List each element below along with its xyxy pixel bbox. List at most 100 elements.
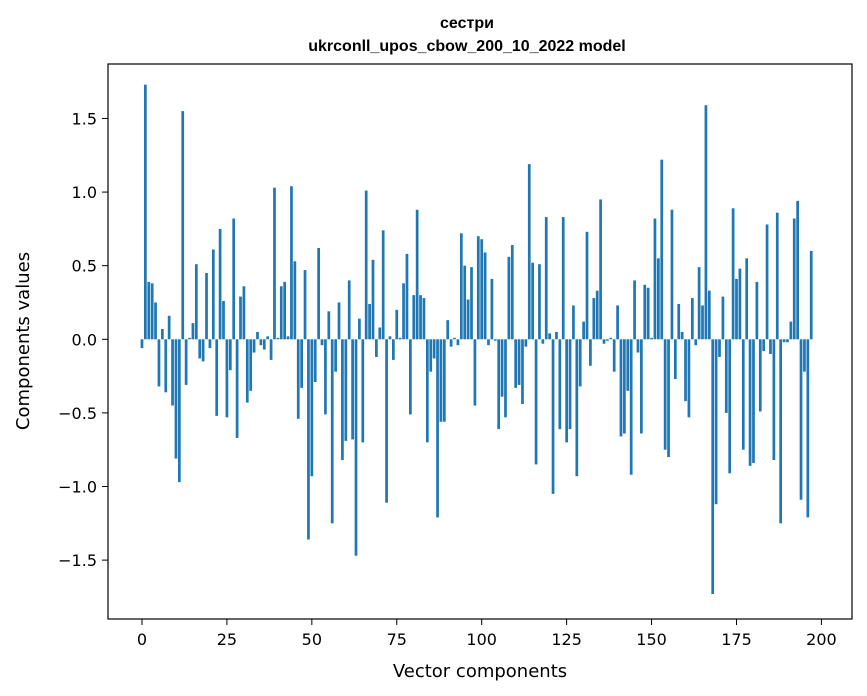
bar	[565, 339, 568, 443]
bar	[704, 105, 708, 340]
bar	[646, 287, 650, 340]
bar	[752, 339, 755, 463]
bar	[561, 217, 565, 340]
bar	[171, 339, 174, 406]
bar	[636, 339, 640, 353]
bar	[690, 298, 694, 340]
bar	[161, 328, 164, 340]
bar	[293, 261, 297, 340]
bar	[392, 339, 395, 360]
bar	[409, 339, 412, 415]
bar	[201, 339, 205, 362]
bar	[218, 228, 222, 340]
y-axis-label: Components values	[13, 252, 34, 430]
bar	[425, 339, 429, 443]
x-tick-label: 175	[721, 630, 752, 649]
bar	[273, 187, 276, 340]
bar	[521, 339, 524, 405]
chart-subtitle: ukrconll_upos_cbow_200_10_2022 model	[308, 38, 625, 55]
bar	[215, 339, 219, 416]
bar	[775, 212, 779, 340]
bar	[208, 339, 212, 349]
bar	[412, 295, 416, 340]
bar	[643, 284, 647, 340]
bar	[419, 295, 422, 340]
bar	[354, 339, 358, 556]
bar	[470, 267, 473, 340]
bar	[741, 339, 745, 450]
bar	[714, 339, 718, 505]
chart-title: сестри	[440, 15, 494, 32]
bar	[735, 278, 738, 340]
bar	[459, 233, 463, 340]
bars-group	[140, 84, 813, 594]
bar	[385, 339, 388, 503]
bar	[483, 252, 487, 340]
bar	[303, 270, 307, 340]
bar	[228, 339, 232, 371]
bar	[772, 339, 776, 461]
bar	[765, 224, 769, 340]
bar	[663, 339, 667, 450]
bar	[514, 339, 518, 388]
x-tick-label: 25	[217, 630, 237, 649]
x-tick-label: 50	[302, 630, 322, 649]
bar	[157, 339, 161, 387]
bar	[300, 339, 303, 388]
x-tick-label: 100	[466, 630, 497, 649]
bar	[269, 339, 273, 360]
bar	[724, 339, 728, 413]
bar	[609, 337, 613, 340]
bar	[694, 339, 698, 346]
bar	[188, 337, 191, 340]
bar	[589, 339, 592, 366]
bar	[205, 273, 208, 340]
bar	[364, 190, 368, 340]
bar	[548, 333, 551, 340]
bar	[623, 339, 626, 434]
bar	[324, 339, 327, 415]
bar	[592, 298, 596, 340]
bar	[290, 186, 293, 340]
bar	[337, 302, 341, 340]
bar	[531, 262, 535, 340]
y-tick-label: 0.5	[72, 257, 97, 276]
bar	[398, 337, 402, 340]
bar	[493, 339, 497, 341]
y-tick-label: −0.5	[58, 404, 97, 423]
bar	[633, 280, 636, 340]
bar	[595, 290, 599, 340]
bar	[164, 339, 168, 393]
bar	[677, 303, 681, 340]
bar	[718, 339, 721, 357]
bar	[640, 339, 643, 434]
bar	[748, 339, 752, 466]
bar	[184, 339, 188, 385]
bar	[347, 280, 351, 340]
x-axis-label: Vector components	[393, 661, 567, 682]
bar	[782, 339, 786, 343]
bar	[657, 258, 660, 340]
bar	[476, 236, 480, 340]
bar	[541, 339, 545, 344]
x-tick-label: 0	[137, 630, 147, 649]
bar	[758, 339, 762, 412]
bar	[286, 336, 290, 340]
bar	[572, 305, 575, 340]
bar	[701, 305, 704, 340]
bar	[429, 339, 433, 372]
bar	[442, 339, 446, 422]
bar	[334, 339, 337, 372]
bar	[612, 339, 616, 372]
bar	[358, 318, 361, 340]
bar	[456, 339, 460, 346]
bar	[194, 264, 198, 340]
bar	[697, 267, 701, 340]
bar	[707, 290, 711, 340]
bar	[673, 339, 677, 380]
bar	[796, 200, 799, 340]
x-tick-label: 125	[551, 630, 582, 649]
bar	[500, 339, 504, 397]
bar	[473, 339, 477, 406]
bar	[388, 336, 392, 340]
